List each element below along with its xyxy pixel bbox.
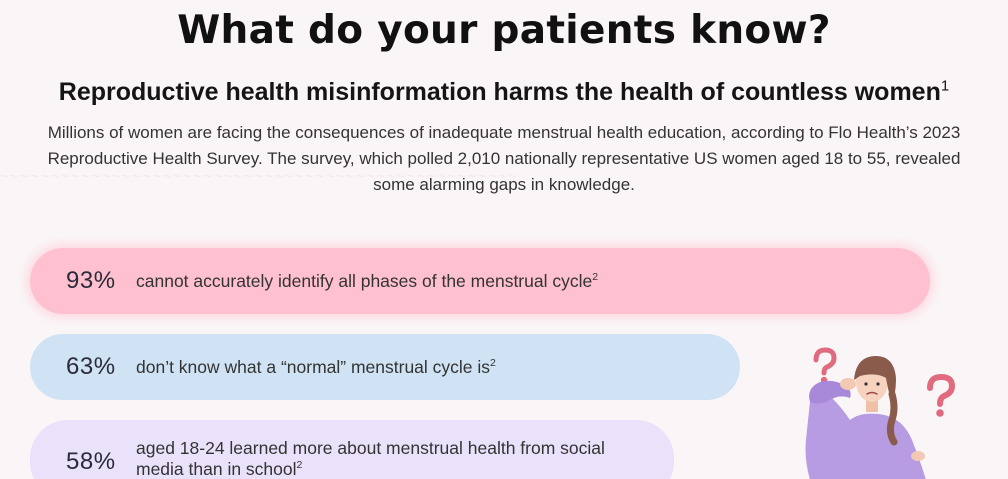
sweater-shape [805,394,926,479]
stat-percent: 58% [66,448,116,475]
stat-description: don’t know what a “normal” menstrual cyc… [122,357,496,378]
question-mark-icon [927,373,956,417]
question-mark-icon [813,347,837,384]
subtitle-text: Reproductive health misinformation harms… [58,78,941,106]
stat-card-normal-cycle: 63% don’t know what a “normal” menstrual… [30,334,740,400]
stat-percent: 63% [66,353,116,380]
stat-text: cannot accurately identify all phases of… [136,270,593,291]
page-subtitle: Reproductive health misinformation harms… [0,78,1008,107]
page-title: What do your patients know? [177,8,831,53]
stat-description: cannot accurately identify all phases of… [122,271,598,292]
footnote-ref: 2 [296,459,303,472]
stat-card-social-media: 58% aged 18-24 learned more about menstr… [30,420,674,479]
stat-text: don’t know what a “normal” menstrual cyc… [136,356,491,377]
stat-description: aged 18-24 learned more about menstrual … [122,438,622,479]
footnote-ref: 1 [940,77,950,95]
stat-percent: 93% [66,267,116,294]
intro-paragraph: Millions of women are facing the consequ… [47,123,961,194]
decorative-faded-text: ~~~~~~~~~~~~~~~~~~~~~~~~~~~~~~~~~~~~~~~~… [0,168,520,184]
footnote-ref: 2 [592,270,599,283]
confused-woman-illustration [805,347,956,479]
stat-text: aged 18-24 learned more about menstrual … [136,438,605,479]
footnote-ref: 2 [490,356,496,369]
stat-card-phases: 93% cannot accurately identify all phase… [30,248,930,314]
